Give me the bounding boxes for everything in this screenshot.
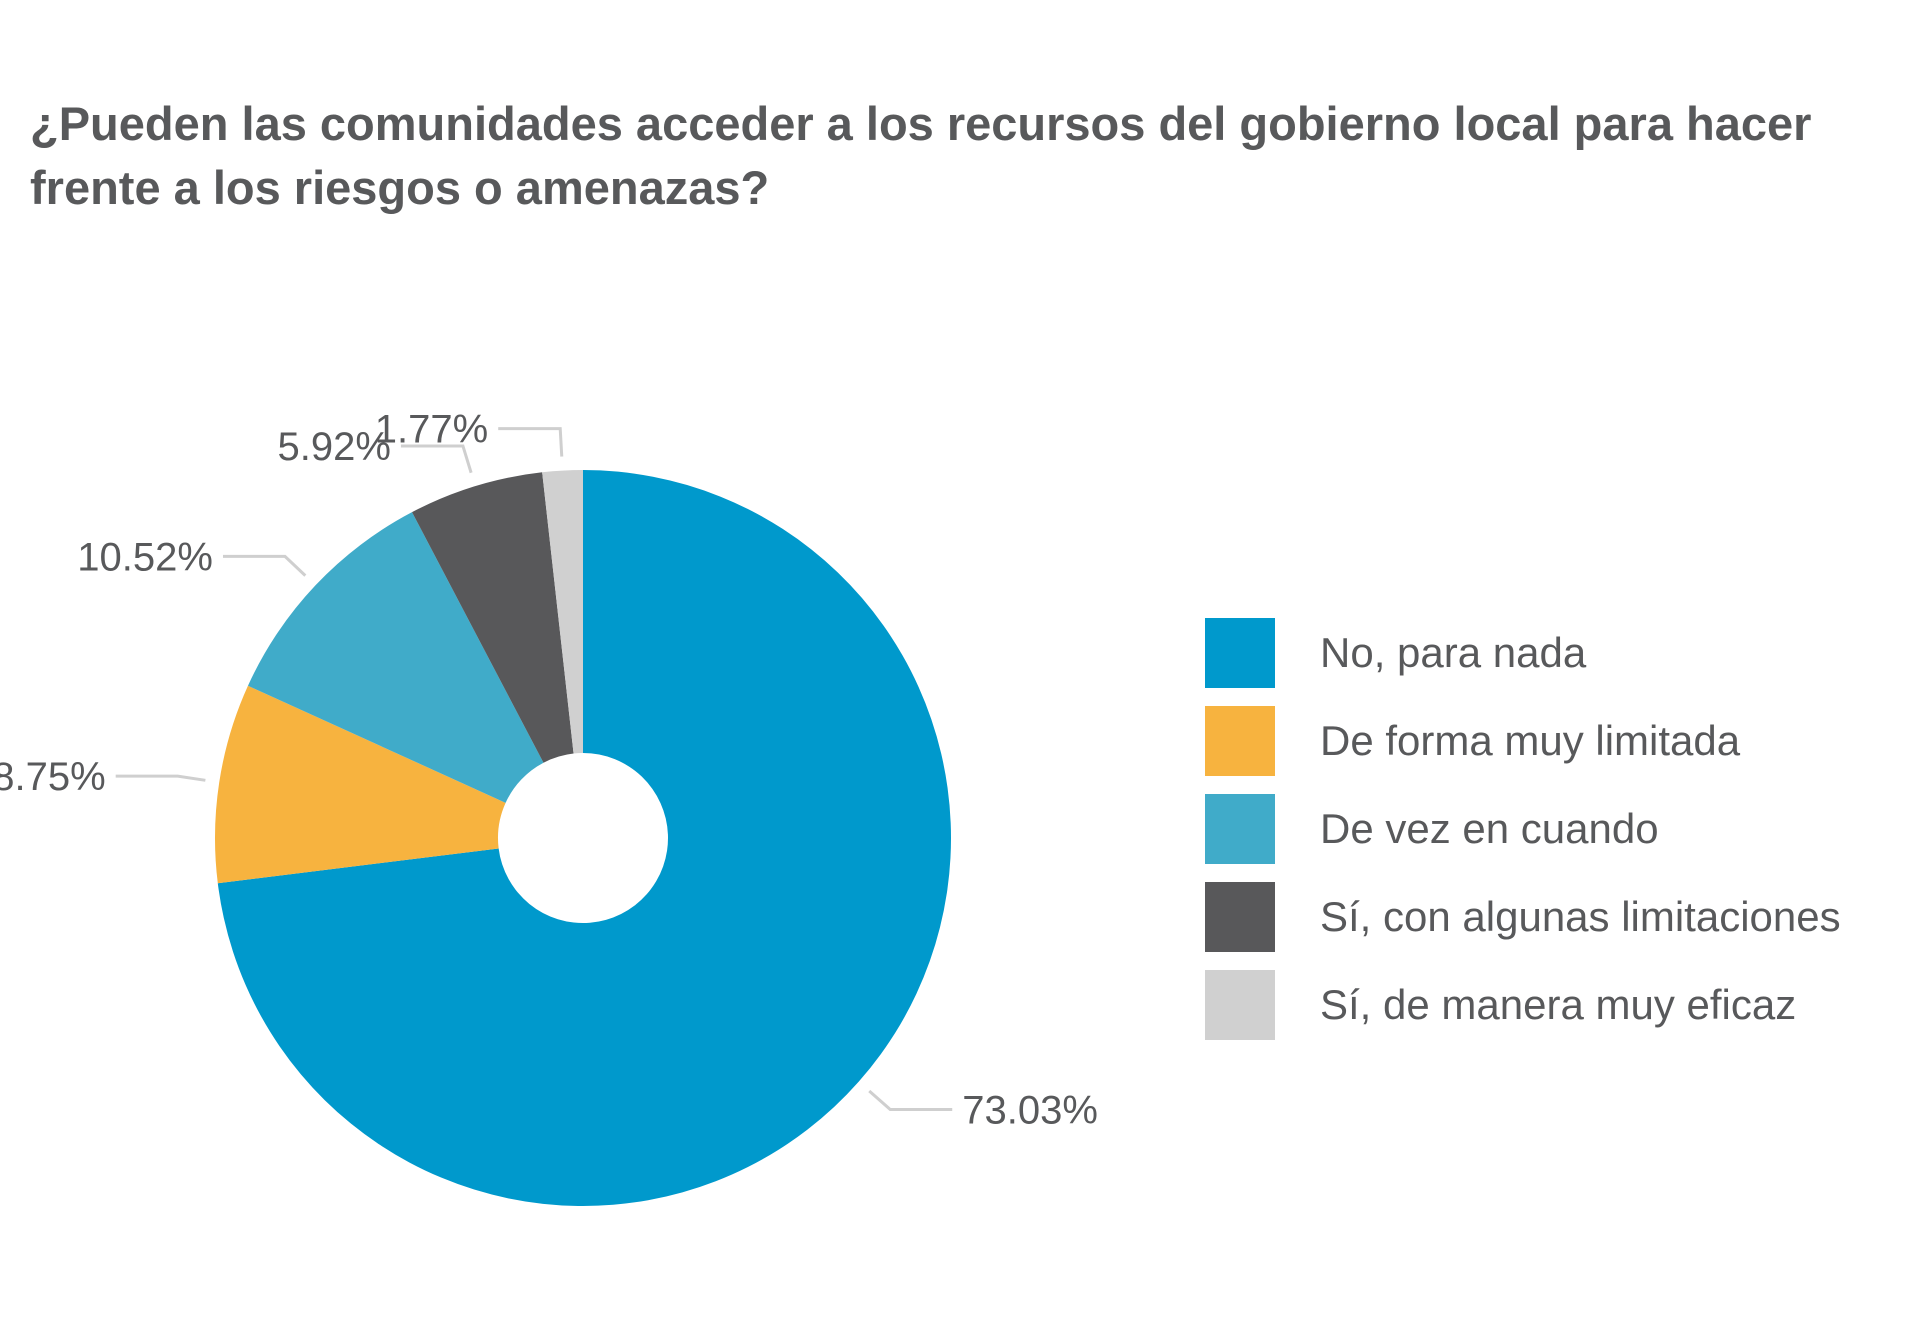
legend-swatch xyxy=(1205,882,1275,952)
pie-slice-3 xyxy=(247,512,544,803)
legend-label: De forma muy limitada xyxy=(1320,717,1741,764)
chart-title: ¿Pueden las comunidades acceder a los re… xyxy=(30,97,1812,214)
data-label-2: 8.75% xyxy=(0,755,106,799)
leader-line-3 xyxy=(222,554,307,577)
data-label-4: 5.92% xyxy=(278,425,391,469)
legend-item-2: De forma muy limitada xyxy=(1205,706,1841,776)
legend-item-3: De vez en cuando xyxy=(1205,794,1841,864)
pie-slice-1 xyxy=(217,470,952,1207)
pie-slice-4 xyxy=(412,472,574,763)
legend-label: No, para nada xyxy=(1320,629,1587,676)
legend-swatch xyxy=(1205,618,1275,688)
data-label-3: 10.52% xyxy=(77,535,213,579)
legend-swatch xyxy=(1205,706,1275,776)
pie-slice-2 xyxy=(215,685,506,884)
legend-item-1: No, para nada xyxy=(1205,618,1841,688)
legend-item-4: Sí, con algunas limitaciones xyxy=(1205,882,1841,952)
data-label-5: 1.77% xyxy=(375,408,488,452)
legend-item-5: Sí, de manera muy eficaz xyxy=(1205,970,1841,1040)
legend-label: De vez en cuando xyxy=(1320,805,1659,852)
legend-swatch xyxy=(1205,970,1275,1040)
leader-line-5 xyxy=(498,427,564,457)
leader-line-2 xyxy=(115,774,206,782)
legend-swatch xyxy=(1205,794,1275,864)
leader-line-4 xyxy=(400,444,473,474)
chart-legend: No, para nada De forma muy limitada De vez… xyxy=(1205,618,1841,1058)
pie-slice-5 xyxy=(542,470,583,754)
leader-line-1 xyxy=(868,1089,953,1111)
legend-label: Sí, de manera muy eficaz xyxy=(1320,981,1797,1028)
data-label-1: 73.03% xyxy=(962,1088,1098,1132)
legend-label: Sí, con algunas limitaciones xyxy=(1320,893,1841,940)
